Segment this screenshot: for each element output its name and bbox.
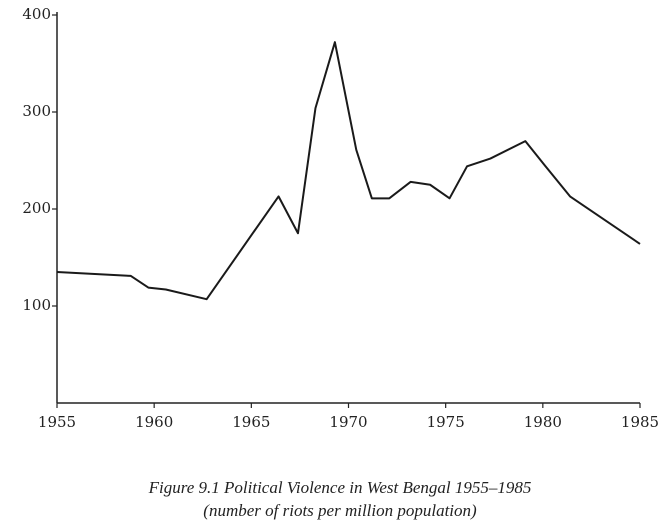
y-tick-label: 300 (22, 102, 51, 120)
x-tick-label: 1985 (621, 413, 659, 431)
x-tick-label: 1975 (427, 413, 465, 431)
chart-subtitle: (number of riots per million population) (203, 501, 477, 520)
y-tick-label: 200 (22, 199, 51, 217)
chart-title: Figure 9.1 Political Violence in West Be… (148, 478, 532, 497)
line (56, 41, 641, 301)
y-tick-label: 400 (22, 5, 51, 23)
x-tick-label: 1960 (135, 413, 173, 431)
y-tick-label: 100 (22, 296, 51, 314)
x-tick-label: 1955 (38, 413, 76, 431)
x-tick-label: 1965 (232, 413, 270, 431)
x-tick-label: 1970 (329, 413, 367, 431)
x-tick-label: 1980 (524, 413, 562, 431)
